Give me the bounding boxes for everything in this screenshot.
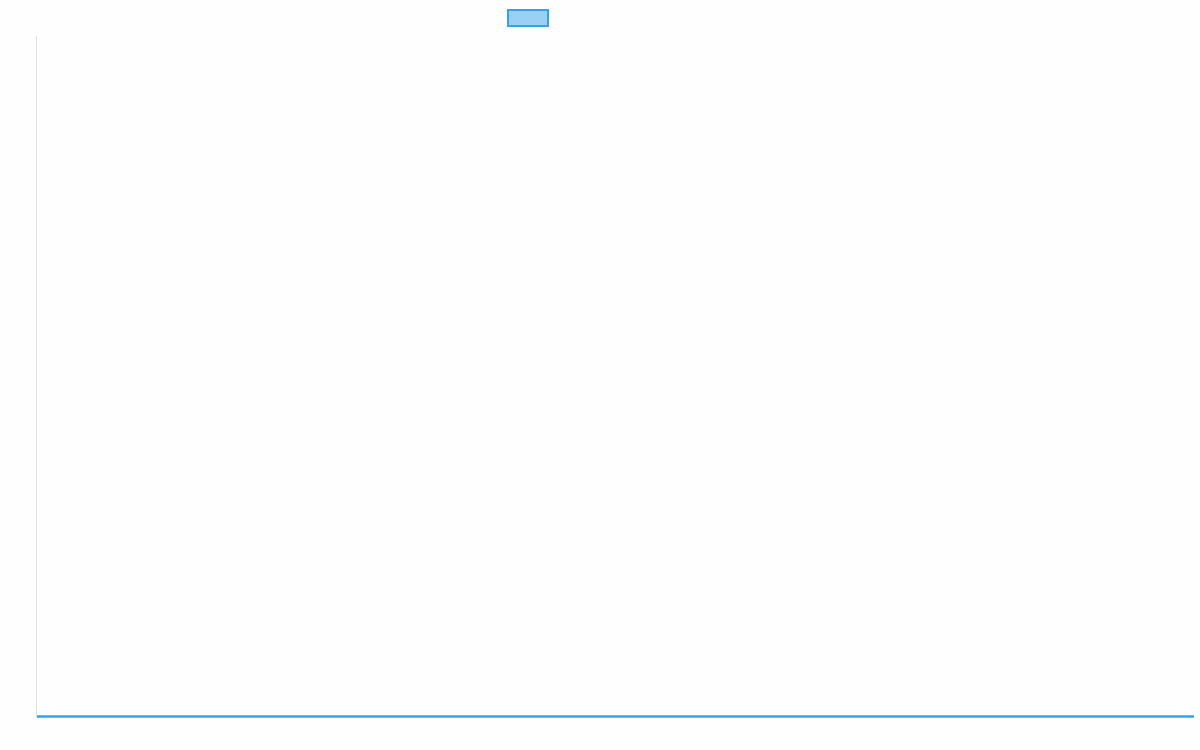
legend-swatch[interactable] [507, 9, 549, 27]
